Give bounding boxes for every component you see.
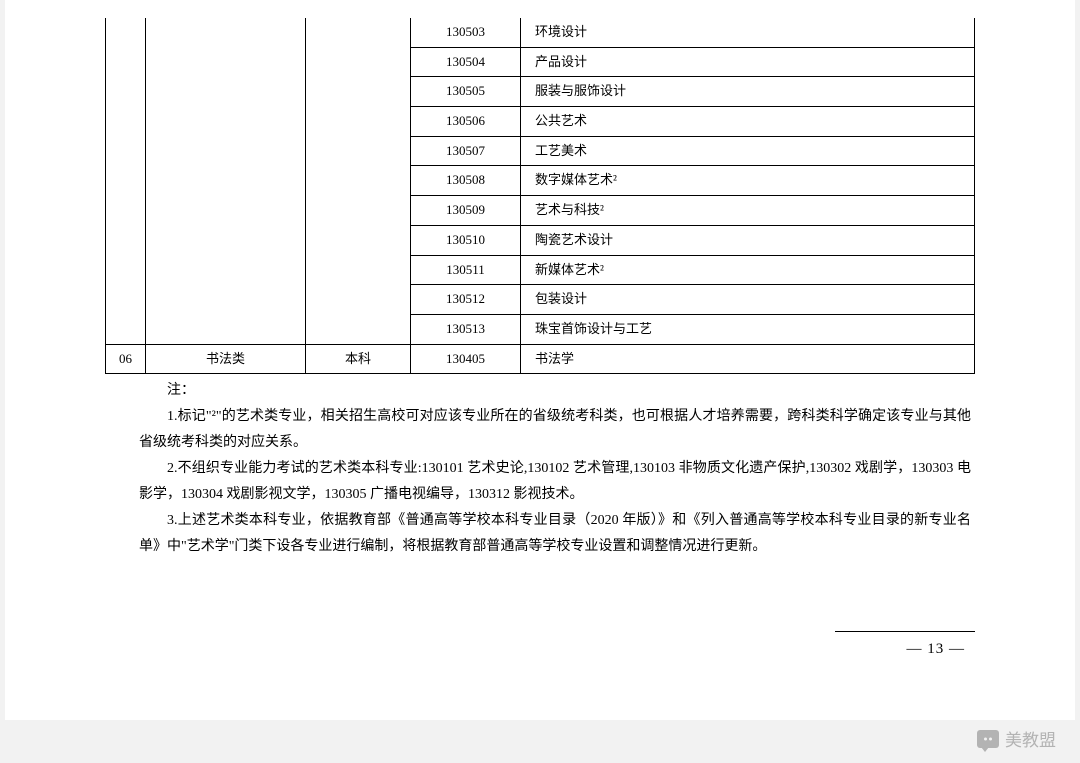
major-name: 工艺美术 — [521, 136, 975, 166]
watermark-text: 美教盟 — [1005, 726, 1056, 751]
majors-table: 130503环境设计130504产品设计130505服装与服饰设计130506公… — [105, 18, 975, 374]
major-code: 130504 — [411, 47, 521, 77]
major-name: 珠宝首饰设计与工艺 — [521, 314, 975, 344]
note-1: 1.标记"²"的艺术类专业，相关招生高校可对应该专业所在的省级统考科类，也可根据… — [139, 404, 971, 456]
major-code: 130513 — [411, 314, 521, 344]
major-code: 130510 — [411, 225, 521, 255]
major-name: 产品设计 — [521, 47, 975, 77]
col-level-continued — [306, 18, 411, 344]
table-row: 130503环境设计 — [106, 18, 975, 47]
col-level: 本科 — [306, 344, 411, 374]
major-name: 数字媒体艺术² — [521, 166, 975, 196]
major-name: 包装设计 — [521, 285, 975, 315]
major-code: 130505 — [411, 77, 521, 107]
major-code: 130509 — [411, 196, 521, 226]
wechat-icon — [977, 730, 999, 748]
major-code: 130511 — [411, 255, 521, 285]
table-row: 06书法类本科130405书法学 — [106, 344, 975, 374]
major-name: 公共艺术 — [521, 107, 975, 137]
major-code: 130503 — [411, 18, 521, 47]
col-category-continued — [146, 18, 306, 344]
page-number-rule — [835, 631, 975, 632]
major-name: 环境设计 — [521, 18, 975, 47]
watermark: 美教盟 — [977, 726, 1056, 751]
major-code: 130508 — [411, 166, 521, 196]
col-category: 书法类 — [146, 344, 306, 374]
notes-section: 注： 1.标记"²"的艺术类专业，相关招生高校可对应该专业所在的省级统考科类，也… — [105, 378, 975, 559]
content-area: 130503环境设计130504产品设计130505服装与服饰设计130506公… — [105, 18, 975, 559]
major-name: 艺术与科技² — [521, 196, 975, 226]
major-name: 陶瓷艺术设计 — [521, 225, 975, 255]
major-name: 新媒体艺术² — [521, 255, 975, 285]
note-2: 2.不组织专业能力考试的艺术类本科专业:130101 艺术史论,130102 艺… — [139, 456, 971, 508]
notes-heading: 注： — [139, 378, 971, 404]
major-name: 书法学 — [521, 344, 975, 374]
page-number: — 13 — — [907, 641, 966, 658]
major-name: 服装与服饰设计 — [521, 77, 975, 107]
col-index-continued — [106, 18, 146, 344]
note-3: 3.上述艺术类本科专业，依据教育部《普通高等学校本科专业目录（2020 年版）》… — [139, 508, 971, 560]
document-page: 130503环境设计130504产品设计130505服装与服饰设计130506公… — [5, 0, 1075, 720]
major-code: 130405 — [411, 344, 521, 374]
major-code: 130507 — [411, 136, 521, 166]
major-code: 130506 — [411, 107, 521, 137]
col-index: 06 — [106, 344, 146, 374]
major-code: 130512 — [411, 285, 521, 315]
